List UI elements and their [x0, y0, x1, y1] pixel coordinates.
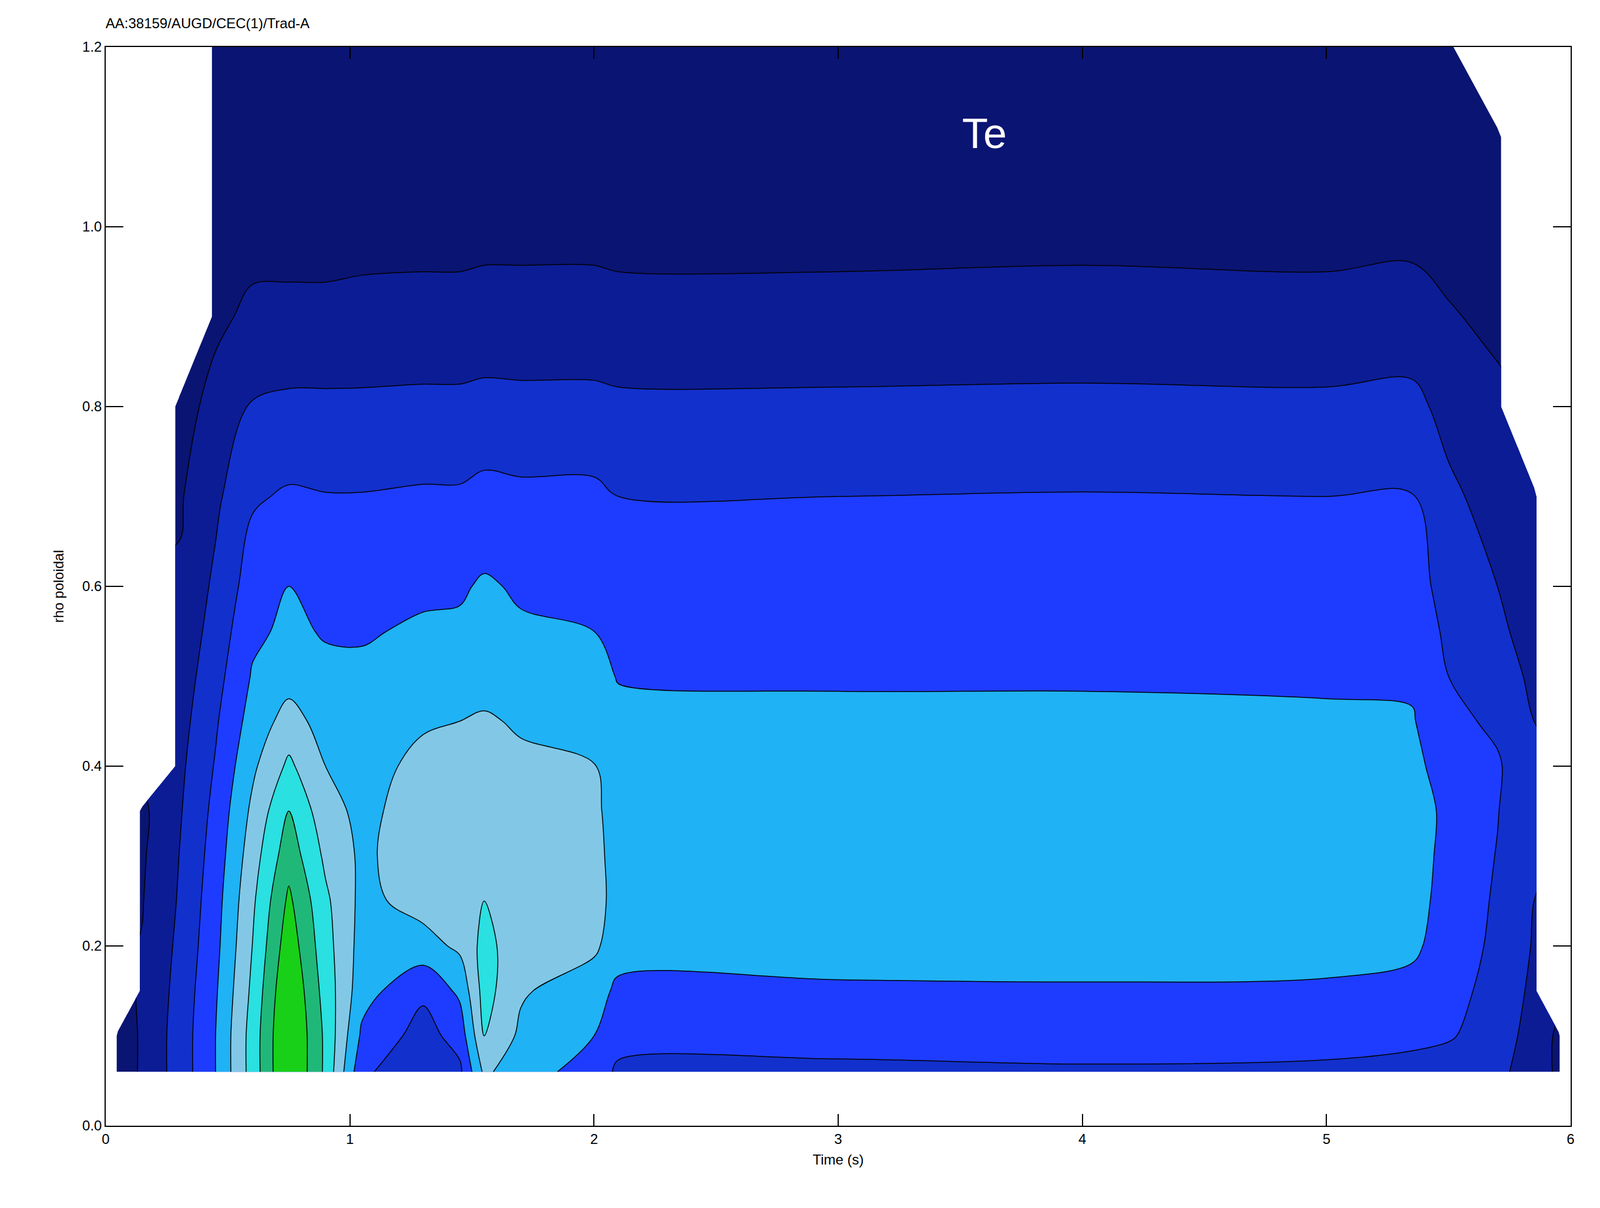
svg-text:4: 4 — [1078, 1130, 1087, 1147]
svg-text:0: 0 — [101, 1130, 110, 1147]
svg-text:1.0: 1.0 — [82, 218, 102, 235]
svg-text:2: 2 — [590, 1130, 598, 1147]
svg-text:AA:38159/AUGD/CEC(1)/Trad-A: AA:38159/AUGD/CEC(1)/Trad-A — [105, 15, 310, 32]
svg-text:5: 5 — [1322, 1130, 1331, 1147]
svg-text:1: 1 — [345, 1130, 354, 1147]
svg-text:0.6: 0.6 — [82, 577, 102, 594]
svg-text:0.4: 0.4 — [82, 757, 102, 774]
svg-text:Time (s): Time (s) — [812, 1151, 864, 1168]
svg-text:1.2: 1.2 — [82, 38, 102, 55]
svg-text:0.2: 0.2 — [82, 937, 102, 954]
svg-text:Te: Te — [962, 109, 1007, 157]
svg-text:0.8: 0.8 — [82, 398, 102, 415]
svg-text:3: 3 — [834, 1130, 842, 1147]
svg-text:rho poloidal: rho poloidal — [50, 549, 67, 623]
svg-text:0.0: 0.0 — [82, 1117, 102, 1134]
svg-text:6: 6 — [1566, 1130, 1575, 1147]
